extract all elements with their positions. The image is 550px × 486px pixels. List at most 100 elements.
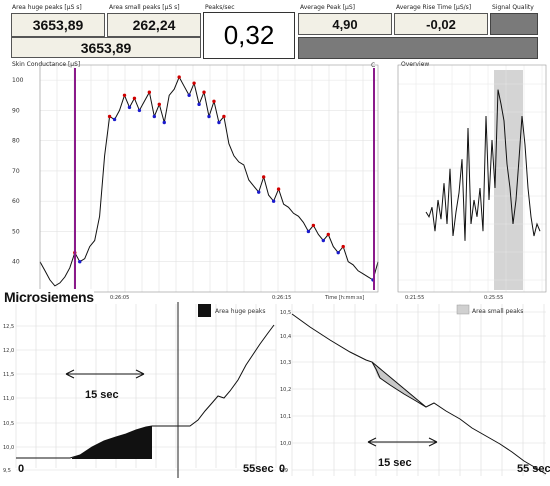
main-grid [39, 65, 378, 293]
small-peaks-baseline [371, 361, 427, 408]
trough-point [152, 114, 157, 119]
peak-point [261, 175, 266, 179]
main-plot-frame [39, 64, 379, 293]
main-x-axis-label: Time [h:mm:ss] [324, 295, 364, 301]
trough-point [336, 250, 340, 255]
peaks-per-sec-caption: Peaks/sec [205, 4, 235, 11]
main-y-tick: 100 [12, 77, 24, 84]
area-small-peaks-caption: Area small peaks [µS s] [109, 4, 180, 11]
peak-trough-markers [73, 75, 375, 282]
average-peak-caption: Average Peak [µS] [300, 4, 356, 11]
bl-y-tick: 10,0 [3, 445, 14, 451]
br-arrowheads [367, 437, 438, 447]
huge-peaks-area [72, 426, 152, 459]
skin-conductance-title: Skin Conductance [µS] [12, 61, 81, 68]
br-y-tick: 10,0 [280, 441, 291, 447]
bl-span-label: 15 sec [85, 389, 119, 401]
br-y-tick: 9,9 [280, 468, 288, 474]
signal-quality-caption: Signal Quality [492, 4, 534, 11]
trough-point [78, 260, 82, 264]
marker-label-c: C [371, 62, 375, 69]
area-huge-peaks-value: 3653,89 [11, 13, 105, 37]
trough-point [306, 229, 311, 234]
main-y-tick: 80 [12, 138, 20, 145]
overview-x-tick: 0:25:55 [484, 295, 503, 301]
trough-point [162, 120, 166, 125]
trough-point [187, 93, 191, 97]
bl-x-end-label: 55sec [243, 463, 274, 475]
average-peak-value: 4,90 [298, 13, 392, 35]
br-y-tick: 10,2 [280, 387, 291, 393]
bl-y-tick: 9,5 [3, 468, 11, 474]
bl-y-tick: 12,0 [3, 348, 14, 354]
peak-point [202, 90, 206, 94]
small-peaks-legend-label: Area small peaks [472, 308, 523, 315]
peak-point [326, 232, 330, 237]
signal-quality-bar [298, 37, 538, 59]
peak-point [177, 75, 181, 79]
main-x-tick: 0:26:15 [272, 295, 291, 301]
main-y-tick: 90 [12, 107, 20, 114]
peak-point [341, 244, 345, 249]
trough-point [197, 102, 201, 107]
bl-arrowheads [65, 369, 145, 379]
trough-point [257, 190, 261, 194]
overview-x-tick: 0:21:55 [405, 295, 424, 301]
br-x-start-label: 0 [279, 463, 285, 475]
trough-point [217, 120, 221, 125]
area-huge-peaks-caption: Area huge peaks [µS s] [12, 4, 82, 11]
trough-point [127, 105, 132, 110]
trough-point [112, 117, 117, 122]
main-y-tick: 60 [12, 198, 20, 205]
br-span-label: 15 sec [378, 457, 412, 469]
peak-point [147, 90, 152, 94]
main-x-tick: 0:26:05 [110, 295, 129, 301]
bl-y-tick-labels: 12,5 12,0 11,5 11,0 10,5 10,0 9,5 [3, 324, 14, 474]
peaks-per-sec-value: 0,32 [203, 12, 295, 59]
trough-point [321, 238, 326, 243]
br-y-tick: 10,1 [280, 414, 291, 420]
peak-point [276, 187, 281, 191]
huge-peaks-legend-label: Area huge peaks [215, 308, 266, 315]
peak-point [212, 99, 216, 104]
br-y-tick: 10,4 [280, 334, 291, 340]
overview-grid [397, 65, 546, 292]
total-area-value: 3653,89 [11, 37, 201, 58]
bl-y-tick: 12,5 [3, 324, 14, 330]
bl-y-tick: 11,0 [3, 396, 14, 402]
small-peaks-legend-swatch [456, 304, 470, 315]
overview-title: Overview [401, 61, 430, 68]
peak-point [222, 114, 226, 119]
bl-y-tick: 11,5 [3, 372, 14, 378]
main-y-tick: 70 [12, 168, 20, 175]
bl-y-tick: 10,5 [3, 421, 14, 427]
peak-point [311, 223, 316, 228]
peak-point [107, 114, 112, 119]
overview-x-tick-labels: 0:21:55 0:25:55 [405, 295, 503, 301]
small-peaks-line [291, 313, 547, 475]
average-rise-time-value: -0,02 [394, 13, 488, 35]
huge-peaks-legend-swatch [198, 304, 211, 317]
br-y-tick: 10,5 [280, 310, 291, 316]
signal-quality-indicator [490, 13, 538, 35]
microsiemens-title: Microsiemens [4, 289, 94, 305]
overview-line [425, 89, 541, 241]
peak-point [157, 102, 161, 107]
average-rise-time-caption: Average Rise Time [µS/s] [396, 4, 472, 11]
peak-point [122, 93, 127, 97]
overview-plot-frame [397, 64, 547, 293]
br-y-tick: 10,3 [280, 360, 291, 366]
bl-x-start-label: 0 [18, 463, 24, 475]
br-grid [291, 304, 546, 476]
main-y-tick: 50 [12, 228, 20, 235]
br-x-end-label: 55 sec [517, 463, 550, 475]
huge-peaks-line [16, 324, 275, 459]
peak-point [192, 81, 196, 85]
trough-point [137, 108, 142, 113]
area-small-peaks-value: 262,24 [107, 13, 201, 37]
br-y-tick-labels: 10,5 10,4 10,3 10,2 10,1 10,0 9,9 [280, 310, 291, 474]
main-y-tick: 40 [12, 259, 20, 266]
